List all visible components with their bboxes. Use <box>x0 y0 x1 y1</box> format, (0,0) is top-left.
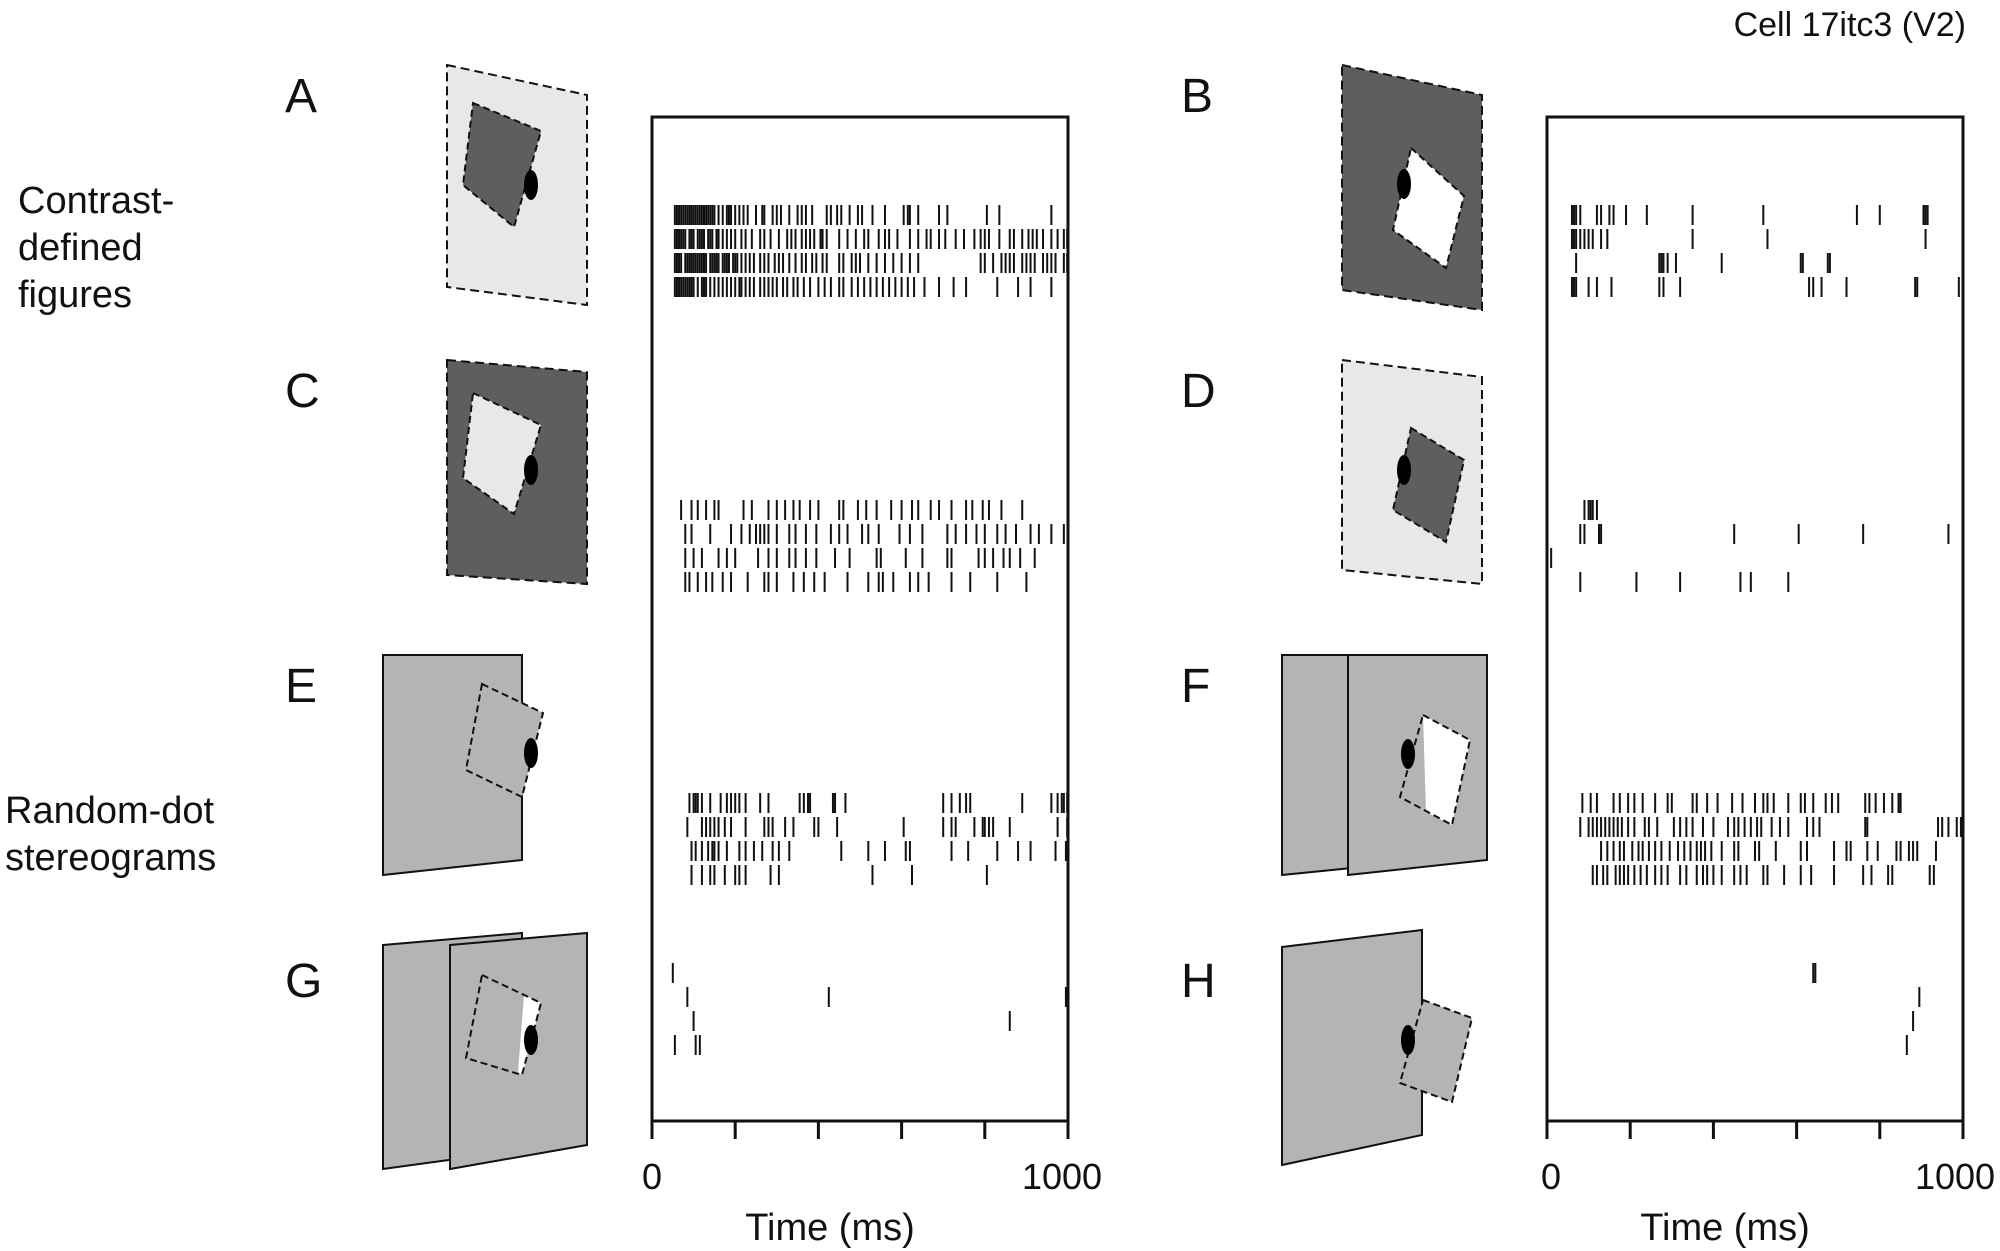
tick-label-0-left: 0 <box>642 1156 662 1197</box>
panel-letter-g: G <box>285 955 322 1008</box>
plot-right: 0 1000 Time (ms) <box>1541 115 1995 1249</box>
group-label-contrast: Contrast- defined figures <box>18 180 174 316</box>
x-axis-ticks-right <box>1545 1121 1965 1139</box>
x-axis-title-right: Time (ms) <box>1640 1207 1810 1249</box>
stimulus-icon-a <box>446 63 588 307</box>
panel-letter-c: C <box>285 365 320 418</box>
group-label-line: defined <box>18 227 143 269</box>
stimulus-icon-e <box>382 654 545 877</box>
group-label-line: figures <box>18 274 132 316</box>
plot-left: 0 1000 Time (ms) <box>642 115 1102 1249</box>
panel-letter-a: A <box>285 70 317 123</box>
panel-letter-d: D <box>1181 365 1216 418</box>
group-label-line: stereograms <box>5 837 216 879</box>
panel-letter-b: B <box>1181 70 1213 123</box>
x-axis-ticks-left <box>650 1121 1070 1139</box>
stimulus-icon-b <box>1341 63 1483 312</box>
stimulus-icon-f <box>1281 654 1488 877</box>
stimulus-icon-c <box>446 358 588 586</box>
x-axis-title-left: Time (ms) <box>745 1207 915 1249</box>
raster-panel-g <box>671 963 1067 1055</box>
group-label-random-dot: Random-dot stereograms <box>5 790 216 879</box>
plot-frame-right <box>1545 115 1965 1123</box>
panel-letter-h: H <box>1181 955 1216 1008</box>
group-label-line: Contrast- <box>18 180 174 222</box>
tick-label-0-right: 0 <box>1541 1156 1561 1197</box>
raster-panel-c <box>680 500 1065 592</box>
group-label-line: Random-dot <box>5 790 215 832</box>
stimulus-icon-h <box>1281 928 1474 1167</box>
raster-panel-f <box>1579 793 1962 885</box>
panel-letter-e: E <box>285 660 317 713</box>
raster-panel-a <box>673 205 1069 297</box>
cell-title: Cell 17itc3 (V2) <box>1734 6 1966 44</box>
raster-panel-b <box>1570 205 1960 297</box>
raster-panel-h <box>1812 963 1921 1055</box>
tick-label-1000-left: 1000 <box>1022 1156 1102 1197</box>
raster-panel-d <box>1550 500 1950 592</box>
stimulus-icon-g <box>382 931 588 1171</box>
raster-panel-e <box>686 793 1069 885</box>
tick-label-1000-right: 1000 <box>1915 1156 1995 1197</box>
stimulus-icon-d <box>1341 358 1483 586</box>
panel-letter-f: F <box>1181 660 1210 713</box>
plot-frame-left <box>650 115 1070 1123</box>
